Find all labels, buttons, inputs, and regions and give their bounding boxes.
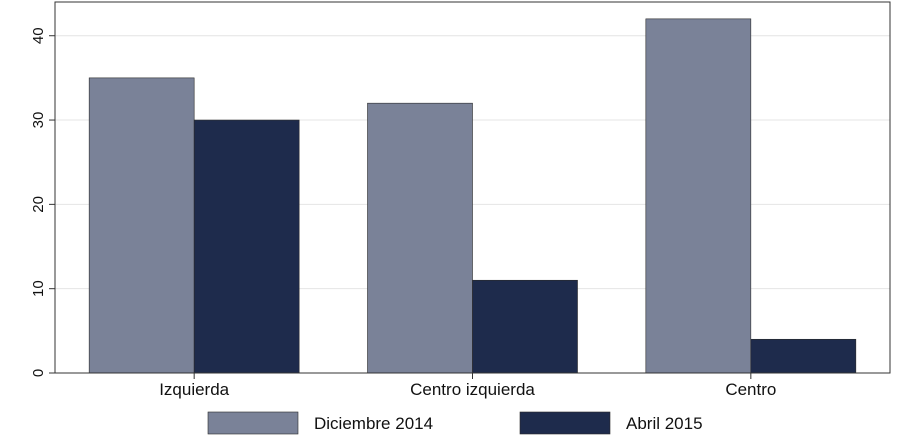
- y-tick-label: 10: [30, 280, 47, 297]
- bar: [472, 279, 578, 374]
- x-tick-label: Centro: [725, 380, 776, 399]
- y-tick-label: 20: [30, 196, 47, 213]
- bar: [645, 18, 752, 374]
- bar: [367, 102, 473, 374]
- y-tick-label: 0: [30, 369, 47, 377]
- y-tick-label: 40: [30, 27, 47, 44]
- bar: [193, 119, 300, 374]
- legend-label: Diciembre 2014: [314, 414, 433, 433]
- legend-swatch: [519, 411, 611, 435]
- bar: [750, 338, 857, 374]
- legend: Diciembre 2014 Abril 2015: [207, 411, 703, 435]
- x-tick-label: Centro izquierda: [410, 380, 535, 399]
- y-tick-label: 30: [30, 112, 47, 129]
- x-tick-label: Izquierda: [159, 380, 229, 399]
- bar-layer: [88, 18, 857, 374]
- legend-label: Abril 2015: [626, 414, 703, 433]
- bar: [88, 77, 195, 374]
- x-axis: Izquierda Centro izquierda Centro: [159, 373, 776, 399]
- legend-swatch: [207, 411, 299, 435]
- y-axis: 0 10 20 30 40: [30, 27, 55, 377]
